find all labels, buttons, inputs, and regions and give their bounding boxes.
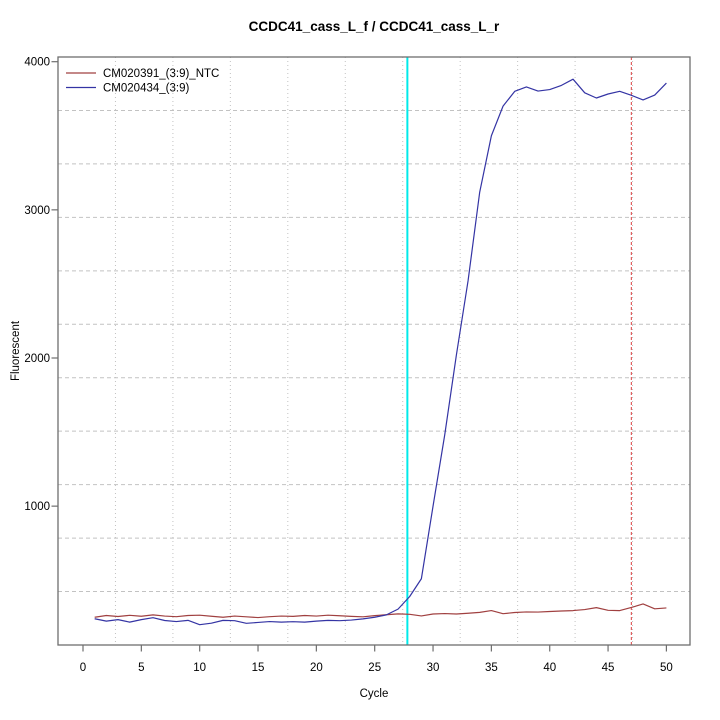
x-tick-label: 50 xyxy=(660,662,673,674)
x-axis-label: Cycle xyxy=(360,688,389,700)
x-tick-label: 0 xyxy=(80,662,86,674)
plot-box xyxy=(57,56,691,646)
y-axis-label: Fluorescent xyxy=(10,320,22,381)
y-tick-label: 1000 xyxy=(24,501,50,513)
x-tick-label: 45 xyxy=(602,662,615,674)
x-tick-label: 35 xyxy=(485,662,498,674)
legend-label: CM020391_(3:9)_NTC xyxy=(103,68,219,80)
x-tick-label: 10 xyxy=(193,662,206,674)
x-tick-label: 15 xyxy=(252,662,265,674)
x-tick-label: 40 xyxy=(543,662,556,674)
x-tick-label: 25 xyxy=(368,662,381,674)
x-tick-label: 20 xyxy=(310,662,323,674)
x-tick-label: 30 xyxy=(427,662,440,674)
chart-title: CCDC41_cass_L_f / CCDC41_cass_L_r xyxy=(249,19,500,34)
y-tick-label: 4000 xyxy=(24,57,50,69)
legend-label: CM020434_(3:9) xyxy=(103,83,189,95)
plot-area: 0 5 10 15 20 25 30 35 40 45 50 1000 2000 3000 4000 CM02… xyxy=(24,56,691,674)
y-tick-label: 3000 xyxy=(24,205,50,217)
y-tick-label: 2000 xyxy=(24,353,50,365)
series-line-CM020391_(3:9)_NTC xyxy=(94,603,667,619)
x-tick-label: 5 xyxy=(138,662,144,674)
series-line-CM020434_(3:9) xyxy=(94,78,667,626)
